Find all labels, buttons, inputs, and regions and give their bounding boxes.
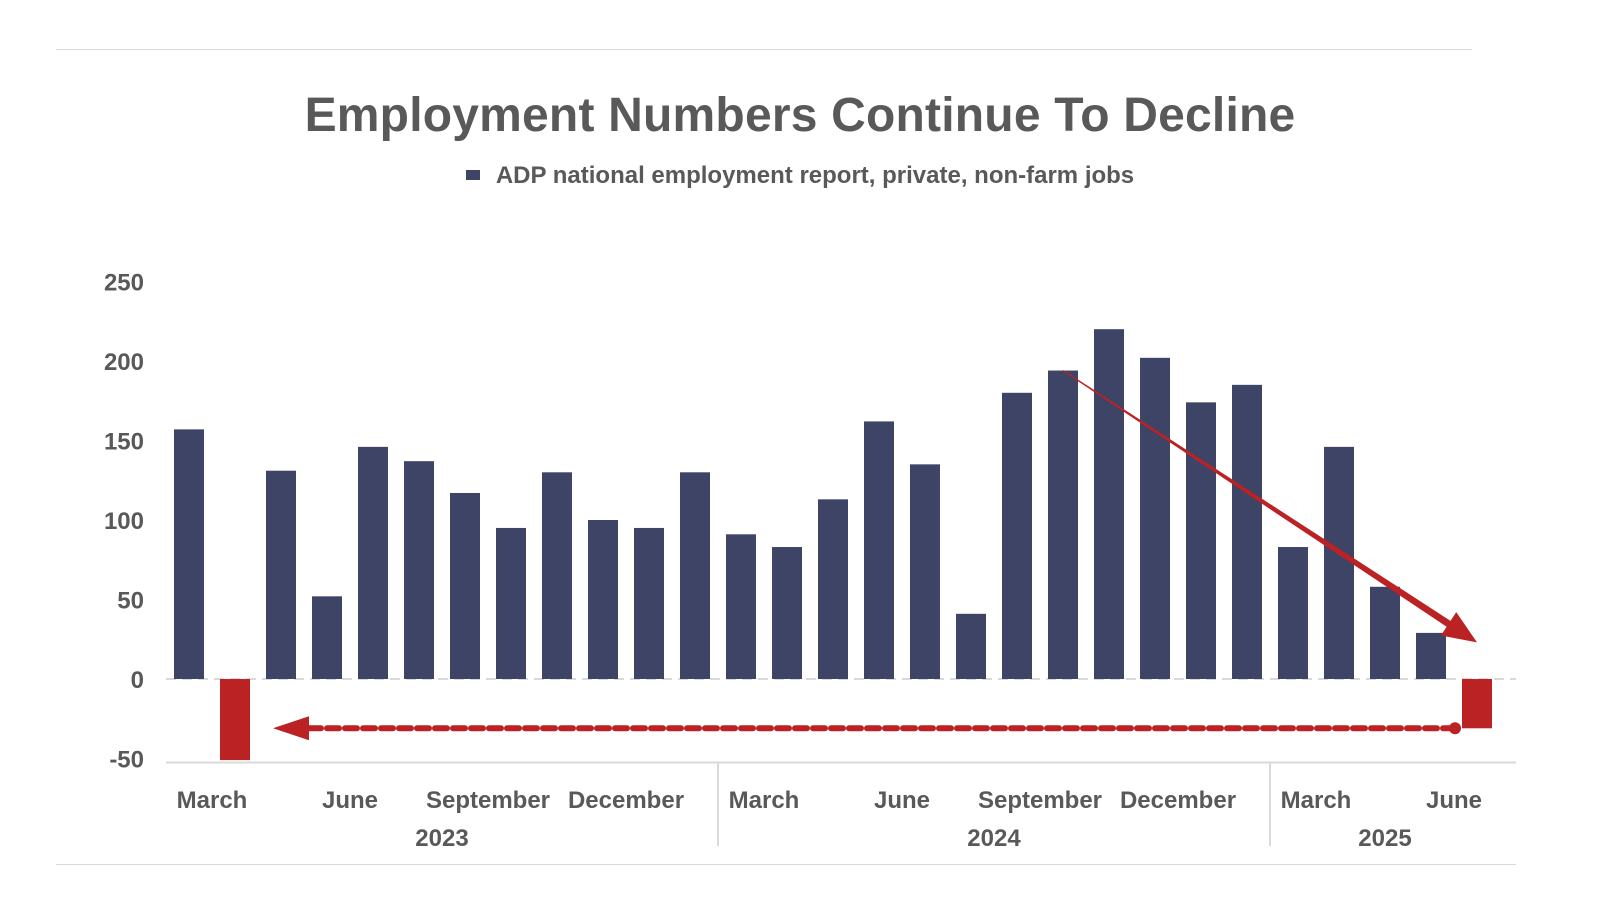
bar: [358, 446, 388, 679]
bar: [910, 464, 940, 679]
x-month-label: June: [322, 787, 378, 814]
bar: [864, 421, 894, 679]
legend-label: ADP national employment report, private,…: [495, 162, 1135, 189]
y-tick-label: 50: [117, 588, 144, 615]
x-month-label: December: [1120, 787, 1236, 814]
x-month-label: March: [1281, 787, 1352, 814]
bar: [542, 472, 572, 679]
y-tick-label: 200: [104, 349, 144, 376]
x-month-label: September: [426, 787, 550, 814]
dashed-line-start-dot: [1449, 722, 1461, 735]
bar: [1324, 446, 1354, 679]
bar: [726, 534, 756, 679]
bar: [450, 492, 480, 679]
x-month-label: June: [874, 787, 930, 814]
chart-title: Employment Numbers Continue To Decline: [304, 89, 1296, 142]
y-tick-label: 0: [131, 667, 144, 694]
bar: [588, 520, 618, 679]
y-tick-label: 250: [104, 270, 144, 297]
bar: [1232, 384, 1262, 679]
x-month-label: December: [568, 787, 684, 814]
bar: [312, 596, 342, 679]
trend-arrow: [1062, 370, 1477, 643]
bar: [1140, 357, 1170, 679]
bar: [174, 429, 204, 679]
bar: [956, 613, 986, 679]
bar: [1278, 547, 1308, 679]
bar: [1416, 632, 1446, 679]
y-tick-label: 150: [104, 429, 144, 456]
bar: [818, 499, 848, 679]
bar: [1002, 392, 1032, 679]
bar-highlighted: [220, 679, 250, 761]
y-tick-label: -50: [109, 747, 144, 774]
x-month-label: September: [978, 787, 1102, 814]
bar: [404, 461, 434, 679]
bottom-divider: [56, 864, 1516, 865]
x-year-label: 2023: [415, 825, 468, 852]
x-year-label: 2024: [967, 825, 1021, 852]
top-divider: [56, 49, 1472, 50]
x-month-label: June: [1426, 787, 1482, 814]
bar: [496, 527, 526, 679]
y-tick-label: 100: [104, 508, 144, 535]
bar: [1186, 402, 1216, 679]
bar: [1370, 586, 1400, 679]
bar: [1094, 329, 1124, 679]
bar: [680, 472, 710, 679]
legend: ADP national employment report, private,…: [0, 162, 1600, 190]
bar: [634, 527, 664, 679]
legend-swatch: [465, 169, 480, 180]
x-month-label: March: [177, 787, 248, 814]
dashed-arrow-head: [273, 716, 309, 741]
bar: [1048, 370, 1078, 679]
bar-highlighted: [1462, 679, 1492, 729]
bar: [266, 470, 296, 679]
x-year-label: 2025: [1358, 825, 1411, 852]
x-month-label: March: [729, 787, 800, 814]
bar: [772, 547, 802, 679]
